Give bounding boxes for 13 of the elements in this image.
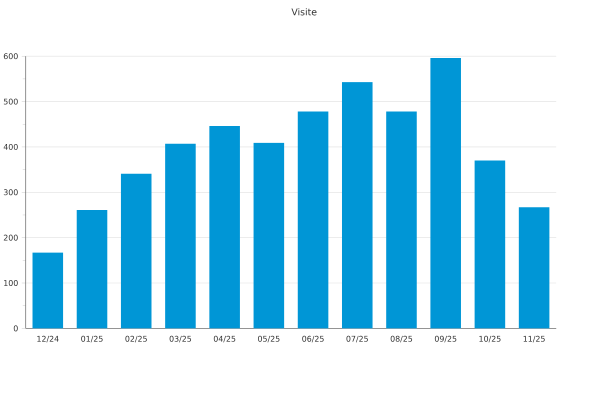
bar [120, 173, 152, 328]
chart-title: Visite [291, 8, 317, 16]
bar [165, 144, 196, 328]
bar [32, 252, 64, 328]
bar [254, 142, 284, 328]
bar [298, 111, 328, 328]
bar [518, 207, 550, 328]
bar [474, 160, 506, 328]
bar [386, 111, 417, 328]
bar [430, 58, 461, 328]
bar [209, 126, 240, 328]
bar [76, 210, 108, 328]
bar [342, 82, 373, 328]
